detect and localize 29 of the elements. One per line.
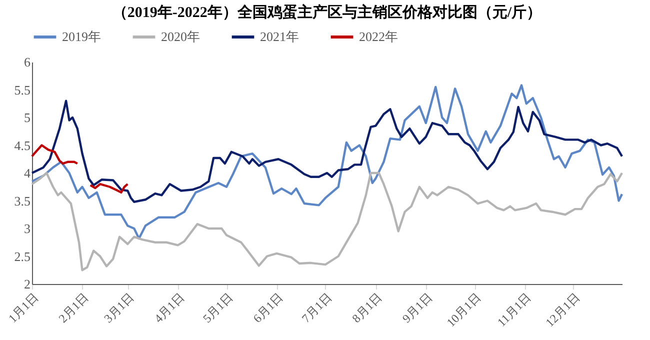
legend-label: 2021年 [260, 29, 299, 44]
x-tick-label: 3月1日 [101, 290, 137, 326]
x-tick-label: 6月1日 [250, 290, 286, 326]
y-tick-label: 5 [24, 110, 30, 125]
x-tick-label: 8月1日 [349, 290, 385, 326]
x-tick-label: 7月1日 [299, 290, 334, 326]
x-tick-label: 2月1日 [56, 290, 92, 326]
y-tick-label: 5.5 [14, 82, 30, 98]
y-tick-label: 4 [24, 166, 31, 180]
legend-label: 2022年 [359, 29, 398, 44]
x-tick-label: 9月1日 [400, 290, 435, 326]
y-tick-label: 2.5 [14, 248, 30, 264]
line-series [30, 84, 624, 240]
line-series [30, 172, 624, 272]
line-series [30, 100, 624, 203]
x-tick-label: 12月1日 [542, 290, 582, 330]
y-tick-label: 6 [24, 54, 31, 70]
legend-label: 2019年 [62, 29, 101, 44]
y-tick-label: 4.5 [14, 138, 30, 153]
x-tick-label: 4月1日 [152, 290, 187, 326]
legend-label: 2020年 [161, 29, 200, 44]
x-tick-label: 5月1日 [200, 290, 236, 326]
x-tick-label: 1月1日 [6, 290, 41, 326]
x-tick-label: 11月1日 [494, 290, 534, 330]
y-tick-label: 3.5 [14, 193, 30, 208]
chart-title: （2019年-2022年）全国鸡蛋主产区与主销区价格对比图（元/斤） [112, 3, 542, 21]
y-tick-label: 3 [24, 221, 30, 236]
y-tick-label: 2 [24, 276, 30, 292]
x-tick-label: 10月1日 [444, 290, 484, 330]
